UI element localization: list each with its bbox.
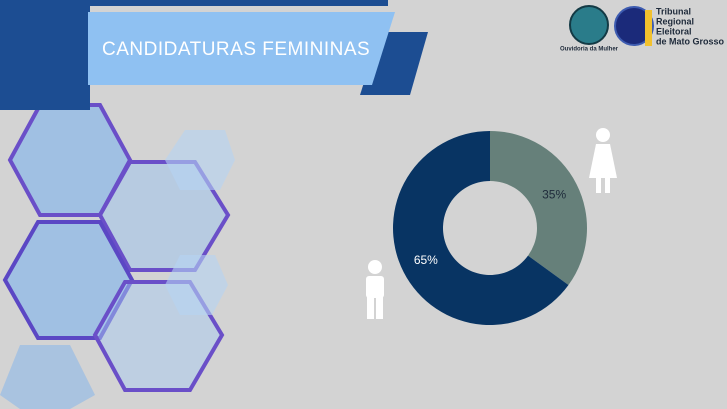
logo-text: Tribunal: [656, 6, 691, 16]
donut-chart: 35% 65%: [393, 130, 587, 325]
donut-slice: [490, 131, 587, 286]
tre-logo-stripe: [645, 10, 652, 46]
logo-text: Eleitoral: [656, 26, 692, 36]
female-icon: [589, 128, 617, 193]
tre-logo: [614, 6, 654, 46]
data-label: 65%: [414, 253, 438, 267]
logo-text: de Mato Grosso: [656, 36, 725, 46]
ouvidoria-logo: [569, 5, 609, 45]
logo-text: Ouvidoria da Mulher: [560, 47, 619, 53]
logo-text: Regional: [656, 16, 694, 26]
title-banner: [88, 12, 395, 85]
data-label: 35%: [542, 187, 566, 201]
hexagon-decoration: [0, 103, 235, 409]
header-strip: [88, 0, 388, 6]
donut-slice: [393, 130, 569, 325]
chart-title: CANDIDATURAS FEMININAS: [102, 39, 370, 60]
male-icon: [366, 260, 384, 319]
header-block: [0, 0, 90, 110]
